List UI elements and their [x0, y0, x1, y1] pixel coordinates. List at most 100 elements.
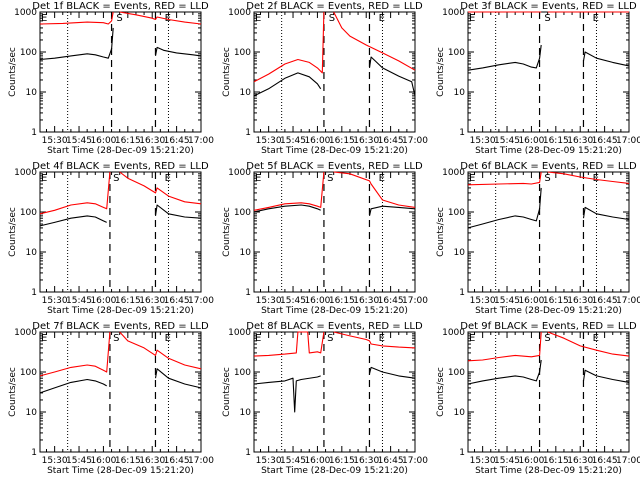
y-tick-label: 1000 — [228, 168, 251, 178]
y-tick-label: 100 — [234, 368, 251, 378]
series-line-lld — [253, 171, 325, 211]
x-tick-label: 16:15 — [543, 136, 569, 146]
marker-label-S: S — [544, 173, 550, 184]
x-tick-label: 16:00 — [90, 136, 116, 146]
panel-title: Det 9f BLACK = Events, RED = LLD — [460, 321, 637, 332]
x-axis-label: Start Time (28-Dec-09 15:21:20) — [261, 306, 408, 316]
y-tick-label: 100 — [20, 48, 37, 58]
series-line-events — [154, 46, 202, 57]
x-tick-label: 16:45 — [592, 456, 618, 466]
marker-label-E: E — [593, 333, 599, 344]
y-tick-label: 10 — [26, 88, 38, 98]
y-tick-label: 1 — [245, 128, 251, 138]
series-line-lld — [547, 171, 630, 184]
plot-frame — [253, 171, 416, 293]
series-line-events — [467, 359, 542, 385]
marker-label-E: E — [593, 13, 599, 24]
y-tick-label: 10 — [454, 408, 466, 418]
x-tick-label: 15:45 — [66, 296, 92, 306]
marker-label-S: S — [327, 333, 333, 344]
marker-label-E: E — [469, 333, 475, 344]
x-tick-label: 16:15 — [329, 456, 355, 466]
y-tick-label: 10 — [240, 88, 252, 98]
y-tick-label: 1 — [459, 448, 465, 458]
y-tick-label: 100 — [234, 48, 251, 58]
y-tick-label: 1 — [31, 128, 37, 138]
x-tick-label: 16:15 — [543, 296, 569, 306]
x-tick-label: 16:30 — [567, 136, 593, 146]
x-tick-label: 16:45 — [378, 136, 404, 146]
series-line-events — [39, 27, 114, 61]
panel-det-3f: Det 3f BLACK = Events, RED = LLD 1 10 100 10… — [436, 1, 640, 156]
x-tick-label: 16:45 — [378, 296, 404, 306]
panel-title: Det 2f BLACK = Events, RED = LLD — [246, 1, 423, 12]
series-line-events — [582, 51, 630, 67]
x-tick-label: 17:00 — [188, 136, 214, 146]
series-line-lld — [467, 171, 542, 186]
x-tick-label: 17:00 — [402, 136, 428, 146]
series-line-lld — [333, 331, 416, 349]
y-tick-label: 1 — [245, 448, 251, 458]
y-tick-label: 1000 — [14, 168, 37, 178]
y-axis-label: Counts/sec — [436, 207, 446, 257]
x-tick-label: 16:45 — [378, 456, 404, 466]
x-tick-label: 15:30 — [256, 456, 282, 466]
marker-label-E: E — [41, 13, 47, 24]
x-tick-label: 16:15 — [115, 456, 141, 466]
series-line-events — [39, 215, 107, 227]
panel-title: Det 5f BLACK = Events, RED = LLD — [246, 161, 423, 172]
x-tick-label: 17:00 — [616, 296, 640, 306]
panel-det-7f: Det 7f BLACK = Events, RED = LLD 1 10 100 10… — [8, 321, 214, 476]
series-line-events — [253, 72, 322, 97]
series-line-events — [253, 375, 321, 413]
x-tick-label: 16:45 — [592, 136, 618, 146]
y-tick-label: 1 — [31, 448, 37, 458]
series-line-lld — [39, 11, 114, 25]
plot-frame — [39, 331, 202, 453]
x-tick-label: 16:45 — [592, 296, 618, 306]
x-tick-label: 16:45 — [164, 456, 190, 466]
series-line-lld — [39, 171, 111, 215]
x-tick-label: 15:45 — [66, 456, 92, 466]
marker-label-E: E — [379, 173, 385, 184]
x-tick-label: 16:00 — [518, 456, 544, 466]
marker-label-E: E — [255, 173, 261, 184]
x-tick-label: 16:30 — [139, 456, 165, 466]
x-tick-label: 17:00 — [188, 296, 214, 306]
series-line-lld — [253, 331, 325, 357]
plot-frame — [467, 11, 630, 133]
marker-label-E: E — [593, 173, 599, 184]
series-line-events — [368, 205, 416, 217]
series-line-lld — [333, 11, 416, 71]
y-tick-label: 10 — [240, 408, 252, 418]
panel-det-1f: Det 1f BLACK = Events, RED = LLD 1 10 100 10… — [8, 1, 214, 156]
series-line-lld — [119, 11, 202, 25]
y-tick-label: 100 — [20, 368, 37, 378]
x-tick-label: 16:30 — [353, 296, 379, 306]
x-tick-label: 16:30 — [567, 296, 593, 306]
x-tick-label: 16:00 — [304, 296, 330, 306]
y-tick-label: 1000 — [14, 328, 37, 338]
series-line-lld — [253, 11, 325, 83]
x-tick-label: 16:15 — [329, 296, 355, 306]
x-tick-label: 16:15 — [115, 296, 141, 306]
x-tick-label: 16:00 — [304, 456, 330, 466]
x-tick-label: 16:00 — [90, 296, 116, 306]
y-tick-label: 10 — [454, 248, 466, 258]
x-tick-label: 15:30 — [42, 136, 68, 146]
series-line-lld — [119, 171, 202, 205]
plot-frame — [467, 331, 630, 453]
y-tick-label: 100 — [448, 48, 465, 58]
x-tick-label: 17:00 — [616, 456, 640, 466]
panel-title: Det 6f BLACK = Events, RED = LLD — [460, 161, 637, 172]
plot-frame — [39, 11, 202, 133]
marker-label-E: E — [469, 173, 475, 184]
y-axis-label: Counts/sec — [222, 47, 232, 97]
y-tick-label: 1 — [31, 288, 37, 298]
series-line-events — [368, 56, 416, 97]
series-line-events — [154, 368, 202, 389]
series-line-events — [39, 378, 107, 394]
x-tick-label: 15:45 — [280, 296, 306, 306]
y-tick-label: 1 — [459, 128, 465, 138]
x-tick-label: 15:45 — [494, 456, 520, 466]
